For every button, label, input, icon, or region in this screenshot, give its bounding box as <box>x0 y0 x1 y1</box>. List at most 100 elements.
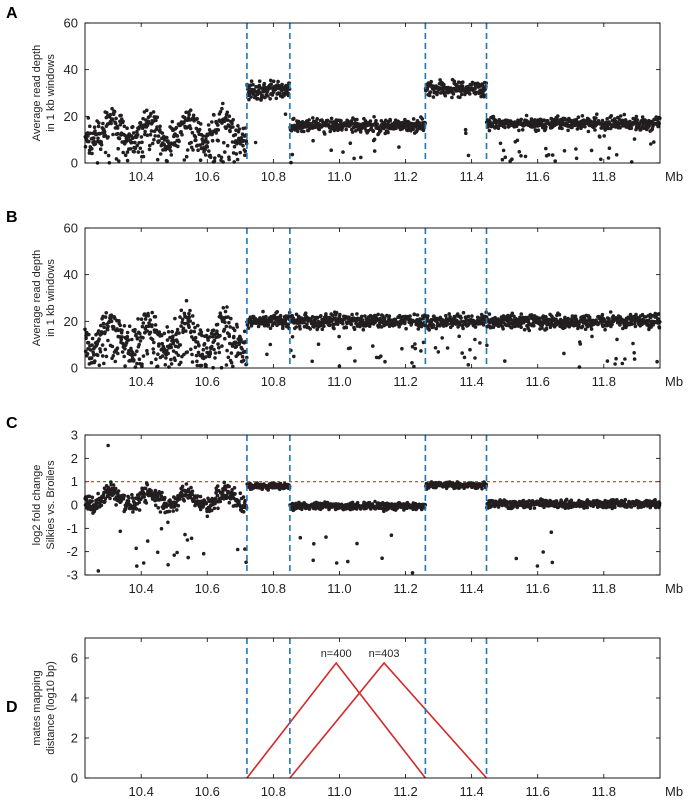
x-tick-label: 11.8 <box>592 784 616 799</box>
data-point <box>562 351 566 356</box>
data-point <box>165 135 169 140</box>
data-point <box>103 499 107 504</box>
data-point <box>133 327 137 332</box>
y-axis-label: Average read depth <box>31 45 43 141</box>
data-point <box>190 314 195 318</box>
panel-letter: D <box>6 699 18 716</box>
x-tick-label: 11.4 <box>459 784 483 799</box>
data-point <box>231 364 235 369</box>
data-point <box>123 153 128 157</box>
data-point <box>355 500 360 505</box>
data-point <box>105 327 110 332</box>
data-point <box>103 315 108 319</box>
data-point <box>550 560 555 565</box>
data-point <box>350 312 354 317</box>
x-tick-label: 10.8 <box>261 784 286 799</box>
data-point <box>155 157 160 162</box>
data-point <box>164 356 168 360</box>
data-point <box>227 484 231 489</box>
data-point <box>153 134 157 138</box>
y-axis-label: log2 fold change <box>31 465 43 546</box>
data-point <box>119 113 123 118</box>
data-point <box>501 327 505 331</box>
data-point <box>189 536 194 541</box>
x-tick-label: 10.4 <box>129 784 154 799</box>
data-point <box>220 121 224 125</box>
data-point <box>94 132 99 136</box>
data-point <box>200 333 204 338</box>
data-point <box>151 347 155 351</box>
data-point <box>100 330 104 334</box>
data-point <box>498 141 503 146</box>
data-point <box>228 325 232 329</box>
data-point <box>249 79 254 83</box>
data-point <box>189 347 193 352</box>
data-point <box>410 361 414 365</box>
data-point <box>332 322 337 327</box>
data-point <box>114 503 118 507</box>
data-point <box>145 133 150 137</box>
data-point <box>485 343 489 348</box>
data-point <box>225 110 230 115</box>
data-point <box>116 489 121 493</box>
data-point <box>261 309 265 314</box>
data-point <box>542 505 546 510</box>
data-point <box>141 321 146 325</box>
data-point <box>371 344 375 348</box>
data-point <box>210 120 214 124</box>
data-point <box>657 326 662 330</box>
data-point <box>268 342 273 347</box>
data-point <box>117 319 121 323</box>
data-point <box>397 324 402 329</box>
data-point <box>145 352 150 356</box>
data-point <box>324 535 328 539</box>
data-point <box>350 500 355 505</box>
data-point <box>423 503 428 507</box>
data-point <box>110 344 115 349</box>
data-point <box>610 322 614 327</box>
data-point <box>106 324 110 329</box>
data-point <box>400 346 404 351</box>
data-point <box>180 132 184 137</box>
data-point <box>144 501 149 505</box>
data-point <box>629 126 634 130</box>
data-point <box>106 338 110 343</box>
data-point <box>190 130 195 135</box>
data-point <box>235 325 239 329</box>
data-point <box>191 148 195 152</box>
data-point <box>583 327 588 332</box>
data-point <box>559 123 563 127</box>
plot-frame <box>84 434 661 576</box>
data-point <box>613 362 617 366</box>
data-point <box>265 352 269 357</box>
data-point <box>166 351 170 356</box>
data-point <box>578 342 583 346</box>
series-label: n=403 <box>369 648 400 660</box>
data-point <box>102 486 107 491</box>
data-point <box>221 306 226 310</box>
data-point <box>188 126 193 131</box>
data-point <box>473 337 477 342</box>
data-point <box>212 113 216 117</box>
data-point <box>160 131 165 135</box>
data-point <box>595 112 599 116</box>
data-point <box>199 330 204 335</box>
data-point <box>527 499 531 503</box>
data-point <box>272 90 276 94</box>
data-point <box>417 121 422 125</box>
data-point <box>105 111 109 115</box>
y-tick-label: 2 <box>71 451 78 466</box>
data-point <box>157 139 161 143</box>
data-point <box>655 359 659 364</box>
data-point <box>213 156 217 160</box>
data-point <box>121 119 125 124</box>
data-point <box>148 330 153 335</box>
y-axis-label: Average read depth <box>31 250 43 346</box>
data-point <box>445 346 450 350</box>
data-point <box>330 313 335 318</box>
data-point <box>464 131 468 135</box>
data-point <box>189 485 193 490</box>
data-point <box>102 130 107 134</box>
